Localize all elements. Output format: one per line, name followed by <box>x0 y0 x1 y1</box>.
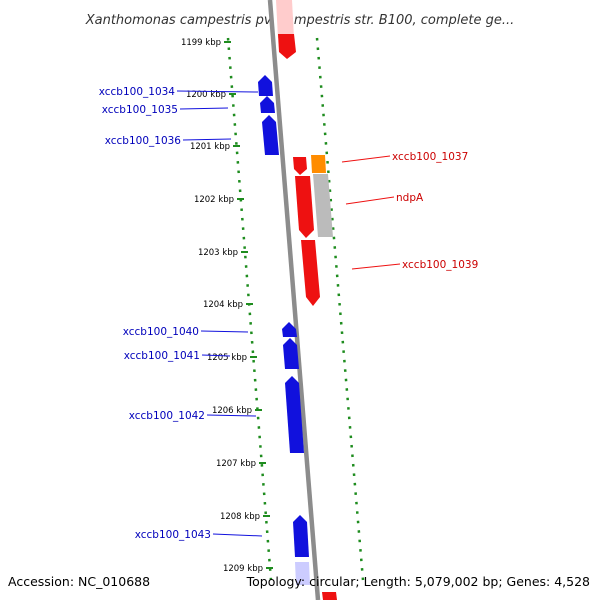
gene-arrow-partial-bottom <box>295 562 310 585</box>
topology-label: Topology: circular; Length: 5,079,002 bp… <box>246 574 590 589</box>
gene-arrow-forward[interactable] <box>301 240 320 306</box>
accession-label: Accession: NC_010688 <box>8 574 150 589</box>
gene-label-forward[interactable]: xccb100_1039 <box>402 259 478 271</box>
gene-label-reverse[interactable]: xccb100_1036 <box>105 135 182 147</box>
gene-leader-line <box>351 263 401 270</box>
gene-leader-line <box>201 354 231 357</box>
gene-label-reverse[interactable]: xccb100_1034 <box>99 86 176 98</box>
gene-label-reverse[interactable]: xccb100_1040 <box>123 326 199 338</box>
gene-leader-line <box>345 196 395 205</box>
gene-arrow-partial-bottom-forward <box>322 592 337 600</box>
tick-label: 1202 kbp <box>194 195 234 205</box>
gene-label-forward[interactable]: xccb100_1037 <box>392 151 468 163</box>
tick-label: 1204 kbp <box>203 300 243 310</box>
tick-label: 1203 kbp <box>198 248 238 258</box>
gene-arrow-partial-top <box>278 34 296 59</box>
gene-arrow-reverse[interactable] <box>282 322 297 337</box>
forward-strand-guide <box>315 37 365 581</box>
map-title: Xanthomonas campestris pv. campestris st… <box>85 13 515 28</box>
gene-leader-line <box>179 107 229 110</box>
tick-label: 1201 kbp <box>190 142 230 152</box>
gene-arrow-forward-aux[interactable] <box>311 155 326 173</box>
gene-leader-line <box>206 414 257 417</box>
tick-label: 1199 kbp <box>181 38 221 48</box>
gene-arrow-forward[interactable] <box>293 157 307 175</box>
gene-arrow-reverse[interactable] <box>283 338 299 369</box>
gene-leader-line <box>341 155 391 163</box>
gene-leader-line <box>200 330 249 333</box>
tick-label: 1207 kbp <box>216 459 256 469</box>
rna-feature-block[interactable] <box>313 174 333 237</box>
forward-strand-genes: xccb100_1037 ndpA xccb100_1039 <box>293 151 478 306</box>
gene-arrow-reverse[interactable] <box>258 75 273 96</box>
gene-label-reverse[interactable]: xccb100_1042 <box>129 410 205 422</box>
gene-label-reverse[interactable]: xccb100_1043 <box>135 529 211 541</box>
gene-arrow-forward[interactable] <box>295 176 314 238</box>
tick-label: 1208 kbp <box>220 512 260 522</box>
gene-leader-line <box>212 533 263 537</box>
gene-arrow-partial-top-faded <box>276 0 294 38</box>
sequence-backbone <box>267 0 321 600</box>
tick-label: 1205 kbp <box>207 353 247 363</box>
tick-label: 1206 kbp <box>212 406 252 416</box>
tick-marks: 1199 kbp 1200 kbp 1201 kbp 1202 kbp 1203 kbp… <box>181 38 273 574</box>
tick-label: 1209 kbp <box>223 564 263 574</box>
tick-label: 1200 kbp <box>186 90 226 100</box>
gene-leader-line <box>182 138 232 141</box>
gene-label-reverse[interactable]: xccb100_1041 <box>124 350 200 362</box>
gene-label-forward[interactable]: ndpA <box>396 192 424 204</box>
gene-arrow-reverse[interactable] <box>293 515 309 557</box>
gene-arrow-reverse[interactable] <box>262 115 279 155</box>
gene-label-reverse[interactable]: xccb100_1035 <box>102 104 178 116</box>
gene-arrow-reverse[interactable] <box>260 96 275 113</box>
gene-arrow-reverse[interactable] <box>285 376 304 453</box>
gene-leader-line <box>176 90 259 93</box>
reverse-strand-genes: xccb100_1034 xccb100_1035 xccb100_1036xccb… <box>99 75 309 557</box>
